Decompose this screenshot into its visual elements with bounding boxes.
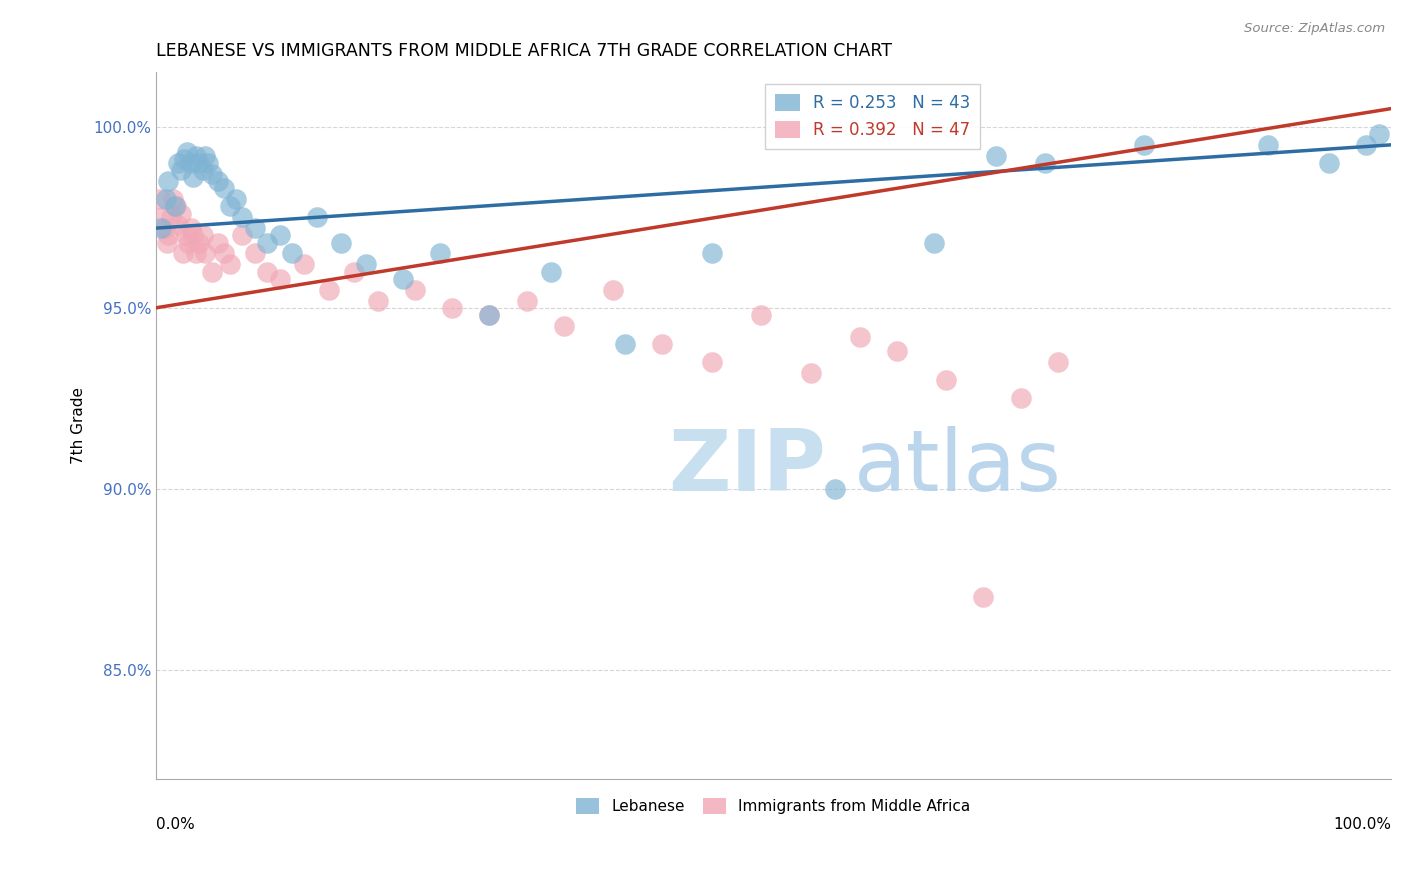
Point <box>160 211 183 225</box>
Point <box>176 145 198 160</box>
Point <box>935 373 957 387</box>
Point <box>972 591 994 605</box>
Point <box>429 246 451 260</box>
Point <box>153 221 176 235</box>
Point <box>191 163 214 178</box>
Point <box>256 264 278 278</box>
Point <box>886 344 908 359</box>
Point <box>149 221 172 235</box>
Point <box>194 149 217 163</box>
Point <box>181 228 204 243</box>
Point <box>269 228 291 243</box>
Point <box>540 264 562 278</box>
Point <box>188 235 211 250</box>
Point <box>478 308 501 322</box>
Point <box>651 337 673 351</box>
Point <box>392 272 415 286</box>
Point <box>162 192 184 206</box>
Point <box>343 264 366 278</box>
Point <box>700 246 723 260</box>
Point <box>165 199 187 213</box>
Point <box>1256 137 1278 152</box>
Point <box>354 257 377 271</box>
Point <box>167 218 190 232</box>
Point <box>194 246 217 260</box>
Point <box>231 228 253 243</box>
Point <box>318 283 340 297</box>
Point <box>984 149 1007 163</box>
Point <box>157 228 180 243</box>
Point <box>191 228 214 243</box>
Point <box>150 211 173 225</box>
Point <box>207 174 229 188</box>
Point <box>553 318 575 333</box>
Point <box>181 170 204 185</box>
Point <box>243 221 266 235</box>
Point <box>212 246 235 260</box>
Point <box>157 174 180 188</box>
Point <box>1010 392 1032 406</box>
Point <box>849 330 872 344</box>
Point <box>188 156 211 170</box>
Point <box>1368 127 1391 141</box>
Point <box>180 221 202 235</box>
Point <box>367 293 389 308</box>
Text: Source: ZipAtlas.com: Source: ZipAtlas.com <box>1244 22 1385 36</box>
Point <box>184 246 207 260</box>
Legend: Lebanese, Immigrants from Middle Africa: Lebanese, Immigrants from Middle Africa <box>571 792 977 821</box>
Point <box>219 257 242 271</box>
Point <box>177 235 200 250</box>
Point <box>515 293 537 308</box>
Point <box>1033 156 1056 170</box>
Point <box>170 207 193 221</box>
Point <box>305 211 328 225</box>
Point <box>269 272 291 286</box>
Point <box>330 235 353 250</box>
Point <box>225 192 247 206</box>
Point <box>1355 137 1378 152</box>
Point <box>292 257 315 271</box>
Point <box>614 337 637 351</box>
Y-axis label: 7th Grade: 7th Grade <box>72 387 86 464</box>
Text: 100.0%: 100.0% <box>1333 817 1391 832</box>
Point <box>243 246 266 260</box>
Point <box>1046 355 1069 369</box>
Point <box>156 235 179 250</box>
Point <box>172 246 194 260</box>
Point <box>149 192 172 206</box>
Text: LEBANESE VS IMMIGRANTS FROM MIDDLE AFRICA 7TH GRADE CORRELATION CHART: LEBANESE VS IMMIGRANTS FROM MIDDLE AFRIC… <box>156 42 891 60</box>
Point <box>219 199 242 213</box>
Point <box>922 235 945 250</box>
Point <box>231 211 253 225</box>
Point <box>197 156 219 170</box>
Point <box>212 181 235 195</box>
Point <box>800 366 823 380</box>
Point <box>700 355 723 369</box>
Point <box>167 156 190 170</box>
Point <box>1317 156 1340 170</box>
Point <box>170 163 193 178</box>
Point <box>281 246 304 260</box>
Point <box>173 153 195 167</box>
Point <box>201 167 224 181</box>
Point <box>404 283 426 297</box>
Point <box>163 199 186 213</box>
Point <box>1133 137 1156 152</box>
Point <box>256 235 278 250</box>
Point <box>155 192 177 206</box>
Text: atlas: atlas <box>853 426 1062 509</box>
Point <box>201 264 224 278</box>
Point <box>184 149 207 163</box>
Point <box>824 482 846 496</box>
Point <box>180 156 202 170</box>
Text: 0.0%: 0.0% <box>156 817 195 832</box>
Text: ZIP: ZIP <box>668 426 827 509</box>
Point <box>174 228 197 243</box>
Point <box>207 235 229 250</box>
Point <box>749 308 772 322</box>
Point <box>478 308 501 322</box>
Point <box>602 283 624 297</box>
Point <box>441 301 464 315</box>
